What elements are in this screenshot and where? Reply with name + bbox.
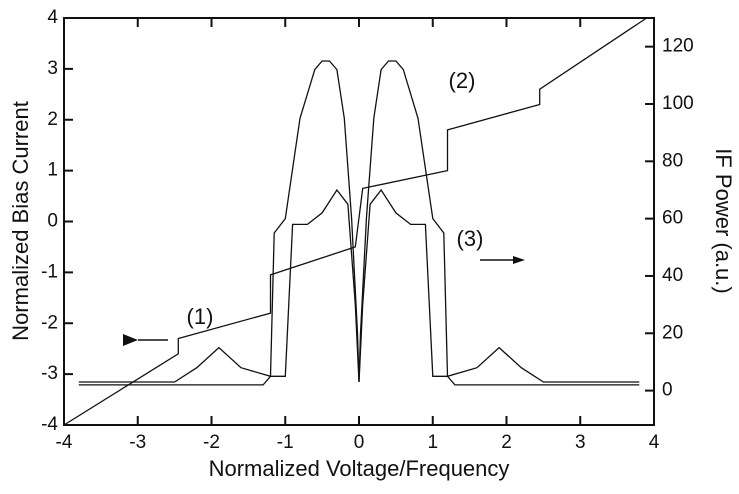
annotation: (3) <box>457 226 484 251</box>
y-tick-label: 2 <box>47 109 58 130</box>
series-line <box>78 188 640 383</box>
arrow-head <box>513 256 525 264</box>
y2-tick-label: 40 <box>662 265 683 286</box>
y2-tick-label: 80 <box>662 150 683 171</box>
x-axis-label: Normalized Voltage/Frequency <box>209 456 510 481</box>
y-tick-label: 3 <box>47 58 58 79</box>
y-tick-label: 4 <box>47 7 58 28</box>
x-tick-label: 0 <box>354 432 365 453</box>
x-tick-label: 4 <box>649 432 660 453</box>
y-tick-label: -3 <box>41 363 58 384</box>
y-tick-label: -2 <box>41 312 58 333</box>
y2-tick-label: 100 <box>662 93 694 114</box>
y2-tick-label: 60 <box>662 208 683 229</box>
annotation: (2) <box>449 68 476 93</box>
y-tick-label: -1 <box>41 261 58 282</box>
y-tick-label: -4 <box>41 414 58 435</box>
x-tick-label: -4 <box>56 432 73 453</box>
y-tick-label: 1 <box>47 160 58 181</box>
annotation: (1) <box>187 304 214 329</box>
x-tick-label: 3 <box>575 432 586 453</box>
y2-tick-label: 20 <box>662 322 683 343</box>
x-tick-label: -1 <box>277 432 294 453</box>
series-line <box>63 17 647 426</box>
x-tick-label: -2 <box>203 432 220 453</box>
x-tick-label: -3 <box>129 432 146 453</box>
y-axis-label: Normalized Bias Current <box>8 101 33 341</box>
y-tick-label: 0 <box>47 211 58 232</box>
series-line <box>78 60 640 386</box>
y2-axis-label: IF Power (a.u.) <box>711 148 736 293</box>
y2-tick-label: 0 <box>662 380 673 401</box>
x-tick-label: 2 <box>501 432 512 453</box>
x-tick-label: 1 <box>427 432 438 453</box>
y2-tick-label: 120 <box>662 36 694 57</box>
